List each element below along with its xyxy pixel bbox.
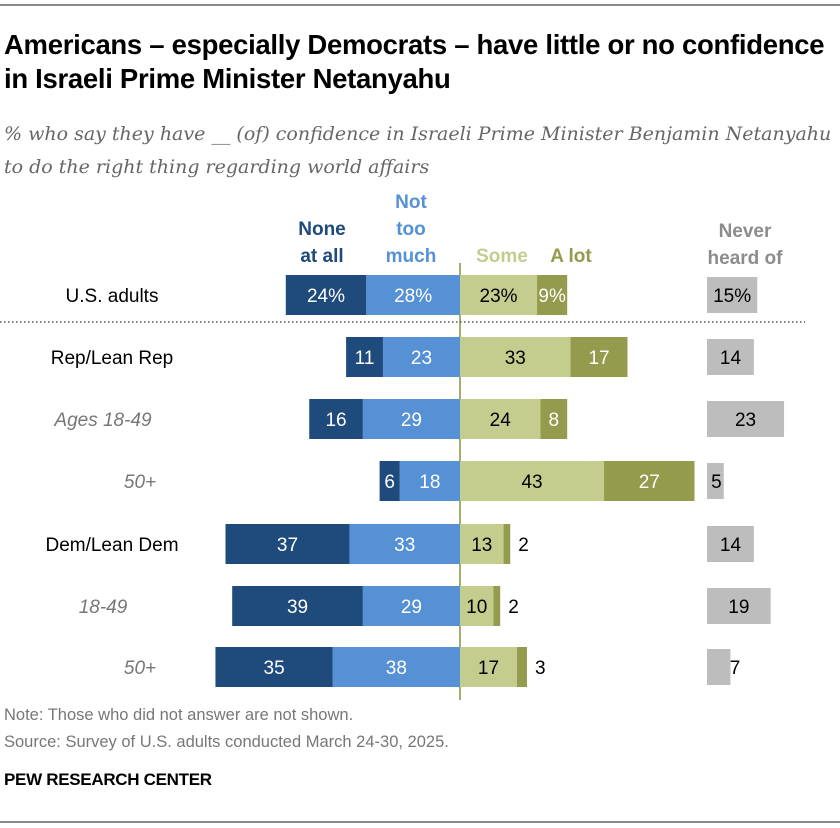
data-label: 37 bbox=[277, 535, 298, 556]
row-label: Dem/Lean Dem bbox=[45, 535, 178, 556]
bar-none-at-all bbox=[309, 399, 363, 439]
bar-a-lot bbox=[604, 461, 695, 501]
legend-header-not-too-much: Not bbox=[395, 192, 427, 213]
bar-none-at-all bbox=[346, 337, 383, 377]
bar-some bbox=[460, 586, 494, 626]
row-label: 50+ bbox=[124, 472, 156, 493]
bar-not-too-much bbox=[362, 399, 460, 439]
data-label: 11 bbox=[355, 348, 375, 369]
bar-some bbox=[460, 399, 541, 439]
bar-none-at-all bbox=[379, 461, 400, 501]
legend-header-some: Some bbox=[476, 246, 528, 267]
bar-not-too-much bbox=[382, 337, 460, 377]
legend-header-never-heard-of: heard of bbox=[708, 248, 784, 269]
bar-not-too-much bbox=[399, 461, 460, 501]
bar-never-heard-of bbox=[707, 277, 758, 313]
legend-header-not-too-much: much bbox=[386, 246, 437, 267]
chart-source: Source: Survey of U.S. adults conducted … bbox=[4, 733, 449, 751]
row-label: 50+ bbox=[124, 658, 156, 679]
bar-none-at-all bbox=[215, 647, 333, 687]
data-label: 13 bbox=[471, 535, 492, 556]
data-label: 14 bbox=[720, 348, 742, 369]
row-label: U.S. adults bbox=[66, 286, 159, 307]
legend-header-not-too-much: too bbox=[396, 219, 426, 240]
bar-never-heard-of bbox=[707, 588, 771, 624]
chart-title: Americans – especially Democrats – have … bbox=[4, 29, 825, 94]
bar-not-too-much bbox=[349, 524, 460, 564]
data-label: 35 bbox=[264, 658, 285, 679]
data-label: 6 bbox=[384, 472, 395, 493]
bar-a-lot bbox=[493, 586, 501, 626]
bar-none-at-all bbox=[285, 275, 367, 315]
chart-note: Note: Those who did not answer are not s… bbox=[4, 706, 354, 724]
bar-a-lot bbox=[516, 647, 527, 687]
bar-a-lot bbox=[503, 524, 511, 564]
bar-never-heard-of bbox=[707, 401, 785, 437]
data-label: 23 bbox=[735, 410, 756, 431]
data-label: 23 bbox=[411, 348, 432, 369]
data-label: 24% bbox=[307, 286, 345, 307]
data-label: 7 bbox=[730, 658, 741, 679]
bar-a-lot bbox=[570, 337, 628, 377]
bar-none-at-all bbox=[232, 586, 363, 626]
data-label: 33 bbox=[505, 348, 526, 369]
bar-not-too-much bbox=[332, 647, 460, 687]
bar-some bbox=[460, 337, 571, 377]
data-label: 38 bbox=[386, 658, 407, 679]
bar-not-too-much bbox=[362, 586, 460, 626]
data-label: 39 bbox=[287, 597, 308, 618]
bar-none-at-all bbox=[225, 524, 350, 564]
bar-some bbox=[460, 524, 504, 564]
data-label: 17 bbox=[588, 348, 609, 369]
bar-never-heard-of bbox=[707, 526, 754, 562]
data-label: 2 bbox=[508, 597, 519, 618]
row-label: Rep/Lean Rep bbox=[51, 348, 174, 369]
data-label: 3 bbox=[535, 658, 546, 679]
brand-logo-text: PEW RESEARCH CENTER bbox=[4, 770, 212, 789]
data-label: 18 bbox=[419, 472, 440, 493]
data-label: 19 bbox=[728, 597, 749, 618]
data-label: 9% bbox=[538, 286, 566, 307]
bar-a-lot bbox=[537, 275, 568, 315]
chart-subtitle: % who say they have __ (of) confidence i… bbox=[4, 123, 832, 178]
data-label: 29 bbox=[401, 410, 422, 431]
legend-header-none-at-all: at all bbox=[300, 246, 343, 267]
bar-some bbox=[460, 275, 538, 315]
data-label: 14 bbox=[720, 535, 742, 556]
data-label: 17 bbox=[478, 658, 499, 679]
data-label: 8 bbox=[549, 410, 560, 431]
data-label: 43 bbox=[521, 472, 542, 493]
data-label: 28% bbox=[394, 286, 432, 307]
bar-some bbox=[460, 647, 517, 687]
legend-header-never-heard-of: Never bbox=[719, 221, 772, 242]
data-label: 24 bbox=[490, 410, 512, 431]
legend-header-none-at-all: None bbox=[298, 219, 346, 240]
data-label: 23% bbox=[480, 286, 518, 307]
row-label: Ages 18-49 bbox=[53, 410, 152, 431]
row-label: 18-49 bbox=[79, 597, 128, 618]
bar-never-heard-of bbox=[707, 463, 724, 499]
bar-not-too-much bbox=[366, 275, 460, 315]
data-label: 27 bbox=[639, 472, 660, 493]
bottom-rule bbox=[0, 821, 840, 823]
data-label: 5 bbox=[711, 472, 722, 493]
bar-some bbox=[460, 461, 605, 501]
data-label: 2 bbox=[518, 535, 529, 556]
bar-never-heard-of bbox=[707, 339, 754, 375]
data-label: 16 bbox=[325, 410, 346, 431]
data-label: 15% bbox=[713, 286, 751, 307]
data-label: 10 bbox=[466, 597, 487, 618]
data-label: 33 bbox=[394, 535, 415, 556]
data-label: 29 bbox=[401, 597, 422, 618]
bar-never-heard-of bbox=[707, 649, 731, 685]
legend-header-a-lot: A lot bbox=[550, 246, 592, 267]
bar-a-lot bbox=[540, 399, 568, 439]
top-rule bbox=[0, 4, 840, 6]
